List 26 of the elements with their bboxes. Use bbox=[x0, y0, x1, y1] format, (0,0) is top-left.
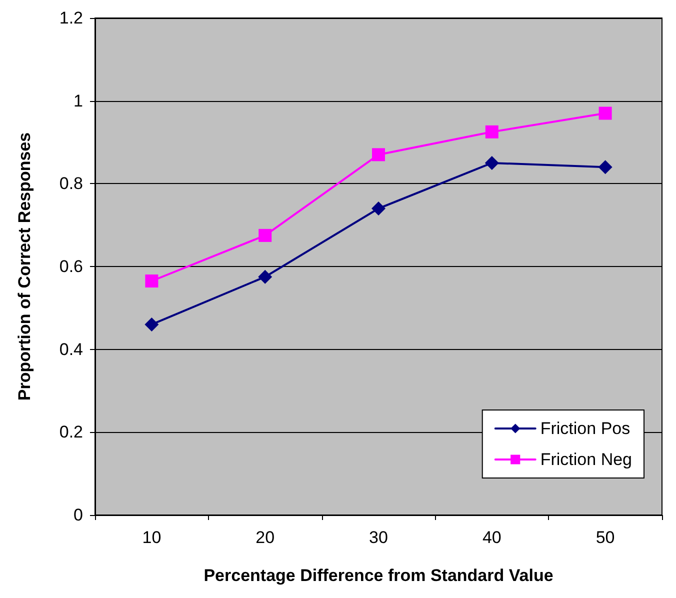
point bbox=[258, 228, 272, 242]
y-axis-title: Proportion of Correct Responses bbox=[15, 132, 34, 401]
point bbox=[485, 125, 498, 138]
x-tick-label: 40 bbox=[482, 528, 502, 547]
legend-label: Friction Pos bbox=[540, 419, 630, 438]
x-tick-label: 30 bbox=[369, 528, 388, 547]
x-axis-title: Percentage Difference from Standard Value bbox=[204, 566, 554, 585]
legend-label: Friction Neg bbox=[540, 450, 632, 469]
point bbox=[372, 148, 385, 162]
point bbox=[258, 270, 272, 284]
point bbox=[598, 160, 612, 174]
y-tick-label: 0.8 bbox=[59, 174, 83, 194]
y-tick-label: 0.6 bbox=[59, 257, 83, 276]
x-tick-label: 20 bbox=[256, 528, 275, 547]
point bbox=[372, 202, 386, 216]
point bbox=[484, 156, 499, 170]
y-tick-label: 1 bbox=[74, 91, 83, 110]
y-tick-label: 0 bbox=[74, 506, 83, 524]
point bbox=[145, 274, 158, 288]
y-tick-label: 1.2 bbox=[59, 8, 83, 28]
y-tick-label: 0.2 bbox=[59, 422, 83, 442]
x-tick-label: 50 bbox=[596, 528, 615, 547]
point bbox=[598, 106, 612, 120]
x-tick-label: 10 bbox=[142, 528, 162, 547]
point bbox=[144, 317, 159, 332]
y-tick-label: 0.4 bbox=[59, 340, 83, 359]
